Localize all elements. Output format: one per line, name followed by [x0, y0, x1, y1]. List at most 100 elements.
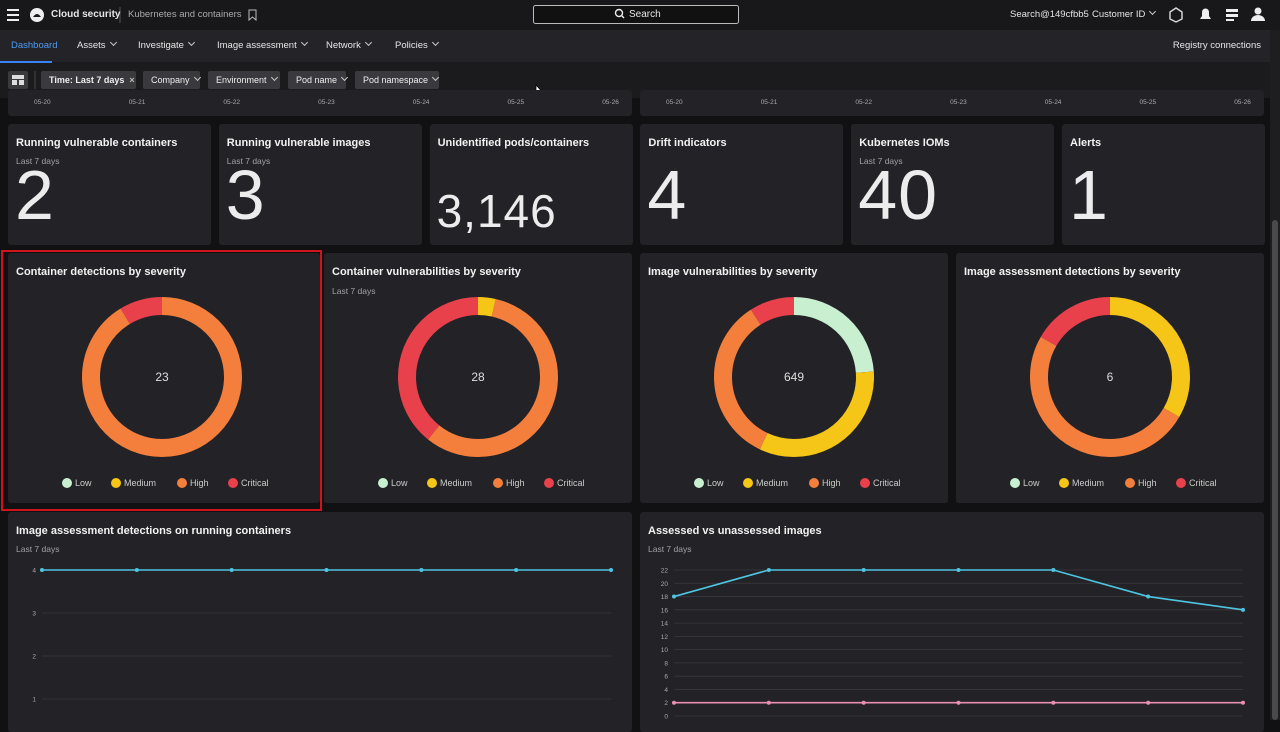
- donut-card: [8, 253, 320, 503]
- series-point: [766, 568, 771, 572]
- filter-label: Company: [151, 75, 190, 85]
- filter-label: Environment: [216, 75, 267, 85]
- x-tick-label: 05-23: [950, 99, 967, 106]
- legend-dot: [177, 478, 187, 488]
- series-point: [324, 568, 329, 572]
- donut: [714, 297, 874, 457]
- nav-tab[interactable]: Assets: [77, 40, 116, 51]
- series-point: [609, 568, 613, 572]
- donut-card: [640, 253, 948, 503]
- donut-total: 28: [471, 370, 485, 384]
- legend-label: Critical: [557, 478, 585, 488]
- search-box[interactable]: Search: [629, 9, 661, 20]
- y-tick-label: 2: [664, 700, 668, 707]
- legend-label: High: [506, 478, 525, 488]
- donut-segment: [714, 297, 874, 457]
- chart-subtitle: Last 7 days: [16, 544, 60, 554]
- stat-card: [851, 124, 1055, 245]
- legend-dot: [111, 478, 121, 488]
- donut-card: [956, 253, 1264, 503]
- x-tick-label: 05-23: [318, 99, 335, 106]
- x-tick-label: 05-24: [412, 99, 430, 106]
- donut-total: 649: [783, 370, 805, 384]
- selection-outline: [1, 250, 322, 511]
- legend-label: Medium: [440, 478, 473, 488]
- y-tick-label: 12: [661, 634, 669, 641]
- stat-card: [1062, 124, 1265, 245]
- x-tick-label: 05-20: [666, 99, 683, 106]
- nav-tab[interactable]: Dashboard: [11, 40, 58, 51]
- series-point: [766, 700, 771, 705]
- stat-subtitle: Last 7 days: [16, 156, 60, 166]
- legend-dot: [544, 478, 554, 488]
- filter-chip[interactable]: Company: [143, 71, 200, 89]
- icons: [7, 5, 1265, 100]
- stat-card: [640, 124, 844, 245]
- nav-bar: [0, 30, 1280, 62]
- legend-label: Medium: [124, 478, 157, 488]
- legend-dot: [694, 478, 704, 488]
- series-point: [861, 568, 866, 572]
- y-tick-label: 18: [661, 594, 669, 601]
- chart-card: [640, 90, 1264, 116]
- donut-segment: [398, 297, 558, 457]
- y-tick-label: 10: [661, 647, 669, 654]
- y-tick-label: 4: [664, 687, 668, 694]
- x-tick-label: 05-21: [760, 99, 778, 106]
- series-point: [419, 568, 424, 572]
- stat-title: Running vulnerable containers: [16, 137, 178, 149]
- x-tick-label: 05-25: [1139, 99, 1157, 106]
- series-point: [672, 700, 676, 705]
- x-tick-label: 05-22: [223, 99, 241, 106]
- stat-card: [218, 124, 422, 245]
- donut-segment: [1030, 297, 1190, 457]
- stat-value: 40: [858, 156, 939, 234]
- filter-label: Time: Last 7 days: [49, 75, 125, 85]
- nav-tab[interactable]: Policies: [395, 40, 438, 51]
- donut-title: Container vulnerabilities by severity: [332, 266, 521, 278]
- donut-segment: [714, 297, 874, 457]
- line-card: [640, 512, 1264, 732]
- series-point: [672, 594, 676, 599]
- y-tick-label: 1: [32, 697, 36, 704]
- stat-value: 3: [225, 156, 266, 234]
- legend-dot: [1010, 478, 1020, 488]
- user-name[interactable]: Search@149cfbb5: [1010, 9, 1089, 20]
- nav-tab[interactable]: Investigate: [138, 40, 194, 51]
- series-point: [1241, 700, 1245, 705]
- customer-id[interactable]: Customer ID: [1092, 9, 1155, 20]
- donut-card: [324, 253, 632, 503]
- legend-dot: [427, 478, 437, 488]
- donut-segment: [398, 297, 558, 457]
- chart-title: Image assessment detections on running c…: [16, 525, 292, 537]
- legend-label: High: [1138, 478, 1157, 488]
- filter-chip[interactable]: Environment: [208, 71, 280, 89]
- legend-dot: [860, 478, 870, 488]
- donut-segment: [1030, 297, 1190, 457]
- stat-title: Kubernetes IOMs: [859, 137, 950, 149]
- legend-dot: [1059, 478, 1069, 488]
- stat-value: 2: [15, 156, 55, 234]
- filter-clear: ×: [129, 75, 135, 85]
- donut-total: 23: [155, 370, 169, 384]
- filter-chip[interactable]: Pod name: [288, 71, 346, 89]
- filter-chip[interactable]: Pod namespace: [355, 71, 439, 89]
- y-tick-label: 22: [661, 568, 669, 575]
- y-tick-label: 20: [661, 581, 669, 588]
- legend-label: High: [822, 478, 841, 488]
- stat-subtitle: Last 7 days: [859, 156, 903, 166]
- nav-right[interactable]: Registry connections: [1172, 40, 1261, 51]
- donut-total: 6: [1106, 370, 1114, 384]
- legend-dot: [378, 478, 388, 488]
- nav-tab[interactable]: Image assessment: [217, 40, 307, 51]
- nav-tab[interactable]: Network: [326, 40, 371, 51]
- x-tick-label: 05-22: [855, 99, 873, 106]
- chart-subtitle: Last 7 days: [648, 544, 692, 554]
- donut: [82, 297, 242, 457]
- app-name: Cloud security: [51, 9, 121, 20]
- legend-dot: [493, 478, 503, 488]
- x-tick-label: 05-21: [128, 99, 146, 106]
- legend-label: Low: [1023, 478, 1040, 488]
- series-point: [861, 700, 866, 705]
- filter-chip[interactable]: Time: Last 7 days ×: [41, 71, 136, 89]
